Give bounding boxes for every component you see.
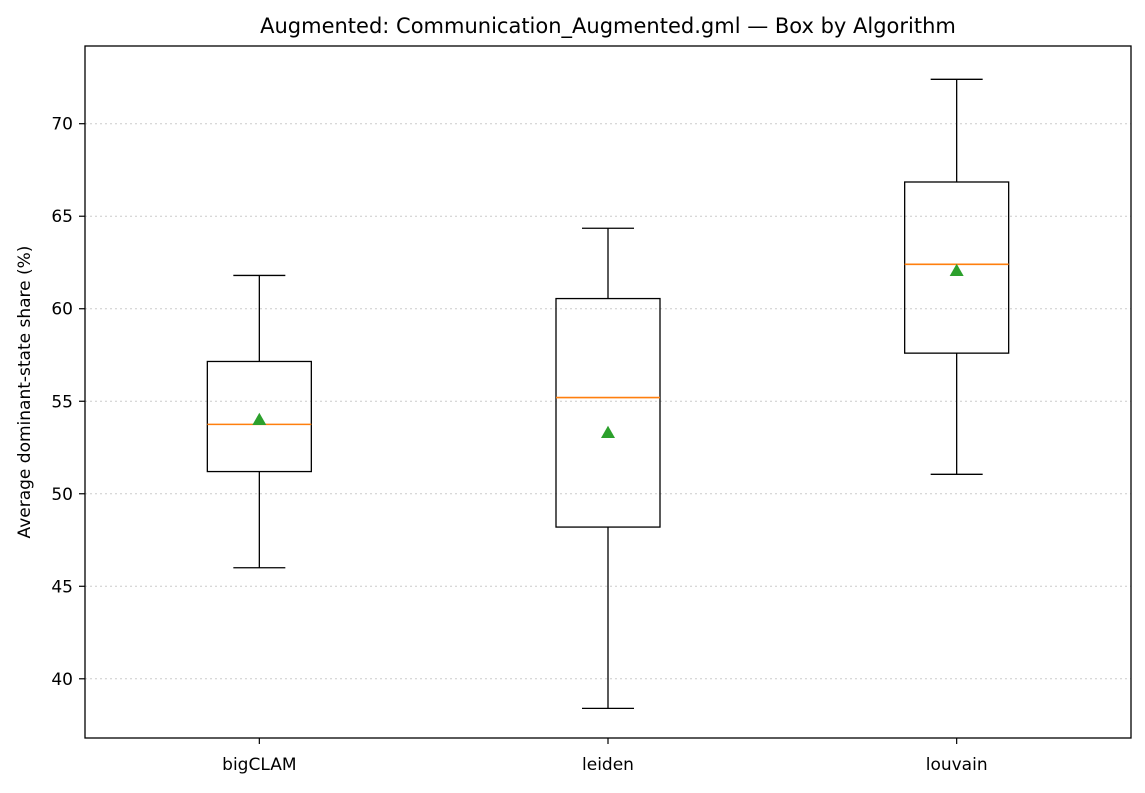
x-tick-label: louvain	[926, 755, 988, 775]
box-group-louvain	[904, 78, 1010, 475]
iqr-box	[555, 297, 661, 528]
y-tick-label: 70	[51, 115, 73, 135]
iqr-box	[904, 181, 1010, 354]
chart-title: Augmented: Communication_Augmented.gml —…	[260, 14, 956, 39]
y-tick-label: 65	[51, 207, 73, 227]
x-tick-label: bigCLAM	[222, 755, 296, 775]
y-tick-label: 50	[51, 485, 73, 505]
mean-marker	[949, 263, 964, 277]
mean-marker	[601, 425, 615, 438]
box-group-leiden	[555, 227, 661, 710]
y-tick-label: 60	[51, 300, 73, 320]
box-layer	[206, 78, 1010, 710]
y-axis-label: Average dominant-state share (%)	[15, 246, 35, 539]
y-tick-label: 55	[51, 392, 73, 412]
tick-layer: 40 45 50 55 60 65 70 bigCLAM leiden louvain	[51, 115, 987, 775]
mean-marker	[252, 412, 267, 426]
y-tick-label: 45	[51, 577, 73, 597]
y-tick-label: 40	[51, 670, 73, 690]
x-tick-label: leiden	[582, 755, 634, 775]
box-group-bigCLAM	[206, 274, 312, 569]
iqr-box	[206, 360, 312, 473]
